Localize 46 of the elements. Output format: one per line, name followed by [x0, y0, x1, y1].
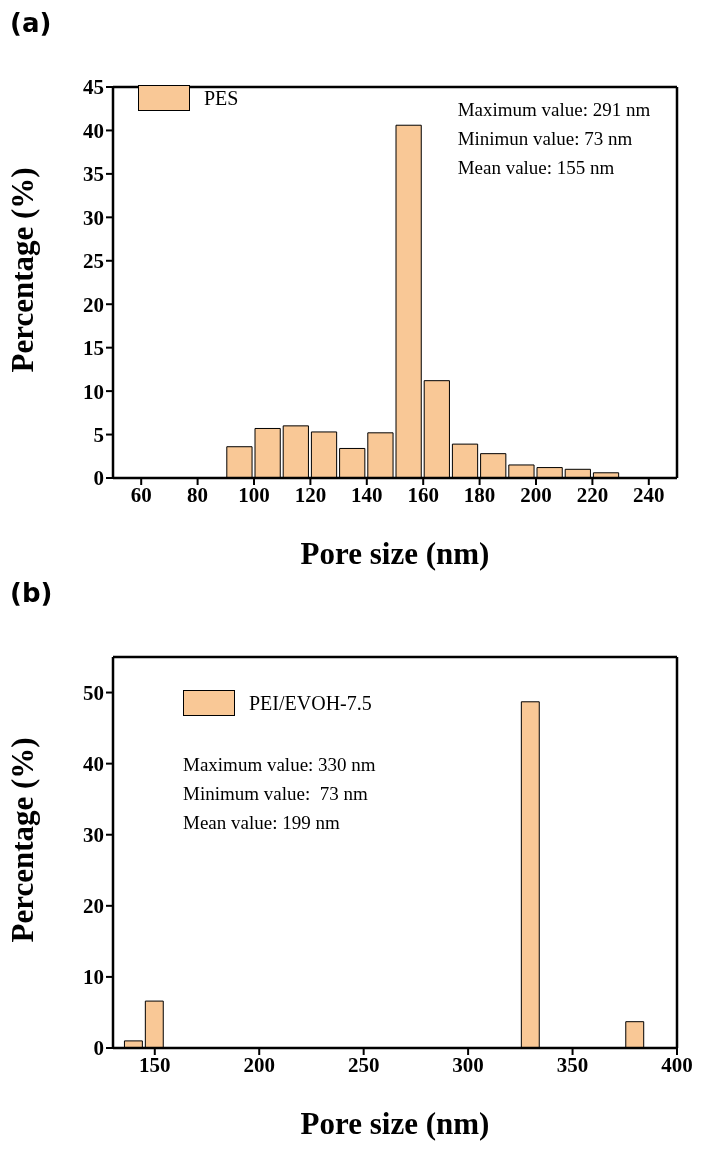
annotation: Minimun value: 73 nm — [457, 127, 634, 151]
x-tick-label: 300 — [452, 1052, 484, 1077]
y-tick-label: 30 — [83, 823, 104, 848]
y-tick-label: 35 — [83, 162, 104, 187]
annotation: Mean value: 155 nm — [457, 156, 616, 180]
y-tick-label: 10 — [83, 379, 104, 404]
y-tick-label: 40 — [83, 118, 104, 143]
x-tick-label: 200 — [243, 1052, 275, 1077]
x-tick-label: 140 — [351, 482, 383, 507]
x-tick-label: 400 — [661, 1052, 693, 1077]
y-tick-label: 45 — [83, 75, 104, 100]
x-axis-title: Pore size (nm) — [300, 1106, 490, 1141]
x-axis-title: Pore size (nm) — [300, 536, 490, 571]
x-tick-label: 120 — [294, 482, 327, 507]
y-tick-label: 10 — [83, 965, 104, 990]
y-tick-label: 15 — [83, 336, 104, 361]
y-tick-label: 0 — [93, 1036, 104, 1061]
y-tick-label: 50 — [83, 681, 104, 705]
legend-label: PES — [204, 86, 239, 110]
y-axis-title: Percentage (%) — [5, 167, 41, 373]
legend-label: PEI/EVOH-7.5 — [249, 691, 372, 715]
y-tick-label: 5 — [93, 423, 104, 448]
text: (b) — [9, 578, 54, 610]
y-axis-title: Percentage (%) — [5, 737, 41, 943]
y-tick-label: 25 — [83, 249, 104, 274]
y-tick-label: 20 — [83, 292, 104, 317]
annotation: Mean value: 199 nm — [183, 811, 341, 835]
x-tick-label: 100 — [238, 482, 270, 507]
annotation: Maximum value: 330 nm — [183, 753, 376, 777]
y-tick-label: 30 — [83, 205, 104, 230]
x-tick-label: 60 — [130, 482, 152, 507]
y-tick-label: 40 — [83, 752, 104, 777]
x-tick-label: 220 — [576, 482, 609, 507]
annotation: Maximum value: 291 nm — [457, 98, 651, 122]
x-tick-label: 350 — [556, 1052, 589, 1077]
x-tick-label: 160 — [407, 482, 439, 507]
x-tick-label: 240 — [633, 482, 665, 507]
x-tick-label: 180 — [463, 482, 496, 507]
text: (a) — [9, 8, 53, 40]
x-tick-label: 150 — [139, 1052, 171, 1077]
y-tick-label: 20 — [83, 894, 104, 919]
annotation: Minimum value: 73 nm — [183, 782, 369, 806]
x-tick-label: 250 — [347, 1052, 380, 1077]
y-tick-label: 0 — [93, 466, 104, 491]
x-tick-label: 200 — [520, 482, 552, 507]
x-tick-label: 80 — [187, 482, 209, 507]
